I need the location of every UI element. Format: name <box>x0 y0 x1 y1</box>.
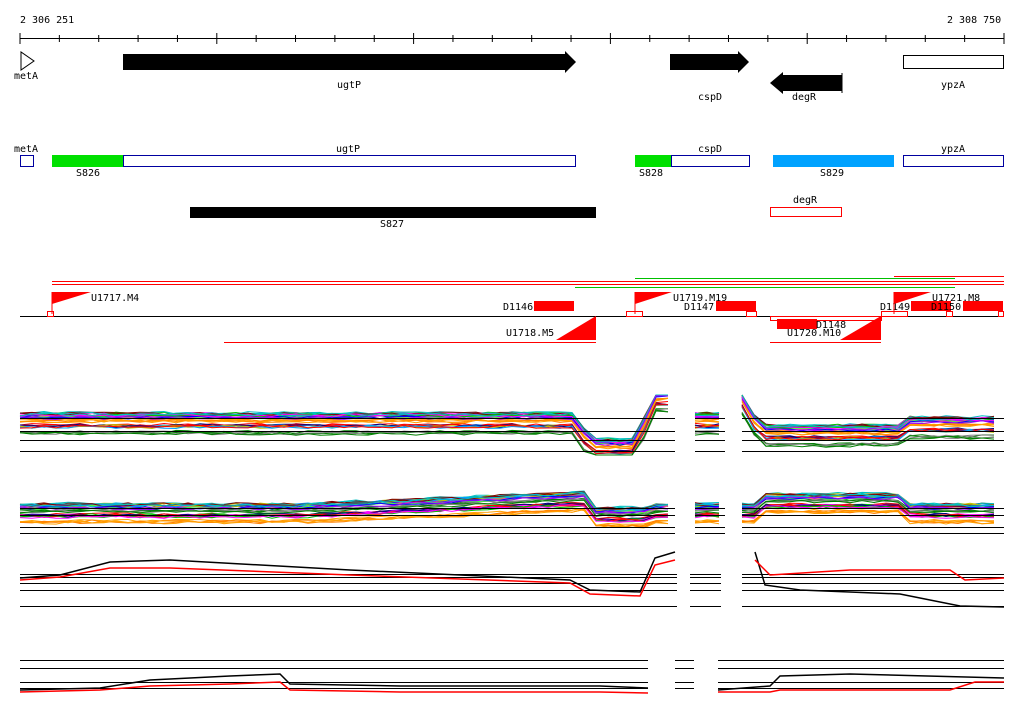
metA-gene-box[interactable] <box>20 155 34 167</box>
degR-arrow-label: degR <box>792 92 817 103</box>
ypzA-gene-box[interactable] <box>903 155 1004 167</box>
degR-arrow[interactable] <box>770 72 842 94</box>
feature-D1148-label: D1148 <box>816 320 846 331</box>
coordinate-ruler <box>19 33 1005 44</box>
features-track: U1717.M4 D1146 U1718.M5 U1719.M19 D1147 … <box>20 276 1004 343</box>
degR-gene-box[interactable] <box>770 207 842 217</box>
annotated-genes-track: metA ugtP cspD degR ypzA <box>14 51 1004 103</box>
feature-D1149-label: D1149 <box>880 302 910 313</box>
feature-U1720-M10[interactable] <box>840 316 881 340</box>
ugtP-arrow-label: ugtP <box>337 80 361 91</box>
ypzA-gene-label: ypzA <box>941 144 965 155</box>
ugtP-arrow[interactable] <box>123 51 576 73</box>
segment-S829[interactable] <box>773 155 894 167</box>
ugtP-gene-box[interactable] <box>123 155 576 167</box>
metA-arrow[interactable] <box>20 51 35 71</box>
expression-panel-1 <box>19 394 1004 456</box>
feature-U1717-M4[interactable] <box>52 292 91 304</box>
feature-U1719-M19-label: U1719.M19 <box>673 293 727 304</box>
segment-S828[interactable] <box>635 155 671 167</box>
expression-panel-3 <box>19 551 1005 608</box>
feature-D1146-label: D1146 <box>503 302 533 313</box>
feature-D1149[interactable] <box>911 301 951 311</box>
segment-S826-label: S826 <box>76 168 100 179</box>
feature-U1720-M10-label: U1720.M10 <box>787 328 841 339</box>
cspD-gene-label: cspD <box>698 144 722 155</box>
metA-gene-label: metA <box>14 144 38 155</box>
degR-gene-label: degR <box>793 195 818 206</box>
feature-D1147[interactable] <box>716 301 756 311</box>
feature-D1147-label: D1147 <box>684 302 714 313</box>
ypzA-box-label: ypzA <box>941 80 965 91</box>
segment-S827-label: S827 <box>380 219 404 230</box>
feature-D1146[interactable] <box>534 301 574 311</box>
feature-U1718-M5-label: U1718.M5 <box>506 328 554 339</box>
expression-panel-4 <box>19 660 1005 694</box>
feature-U1721-M8-label: U1721.M8 <box>932 293 980 304</box>
cspD-arrow-label: cspD <box>698 92 722 103</box>
ypzA-box[interactable] <box>903 55 1004 69</box>
feature-U1719-M19[interactable] <box>635 292 672 304</box>
cspD-arrow[interactable] <box>670 51 749 73</box>
segment-S829-label: S829 <box>820 168 844 179</box>
segment-S827[interactable] <box>190 207 596 218</box>
feature-U1718-M5[interactable] <box>556 316 596 340</box>
segment-S826[interactable] <box>52 155 123 167</box>
coord-end-label: 2 308 750 <box>947 15 1001 26</box>
metA-arrow-label: metA <box>14 71 38 82</box>
segment-S828-label: S828 <box>639 168 663 179</box>
feature-D1148[interactable] <box>777 319 817 329</box>
cspD-gene-box[interactable] <box>671 155 750 167</box>
expression-panel-2 <box>19 490 1004 534</box>
feature-D1150[interactable] <box>963 301 1003 311</box>
coord-start-label: 2 306 251 <box>20 15 74 26</box>
segment-track: metA ugtP cspD ypzA S826 S828 S829 S827 … <box>14 144 1004 230</box>
feature-D1150-label: D1150 <box>931 302 961 313</box>
feature-U1721-M8[interactable] <box>894 292 931 304</box>
ugtP-gene-label: ugtP <box>336 144 360 155</box>
feature-U1717-M4-label: U1717.M4 <box>91 293 139 304</box>
